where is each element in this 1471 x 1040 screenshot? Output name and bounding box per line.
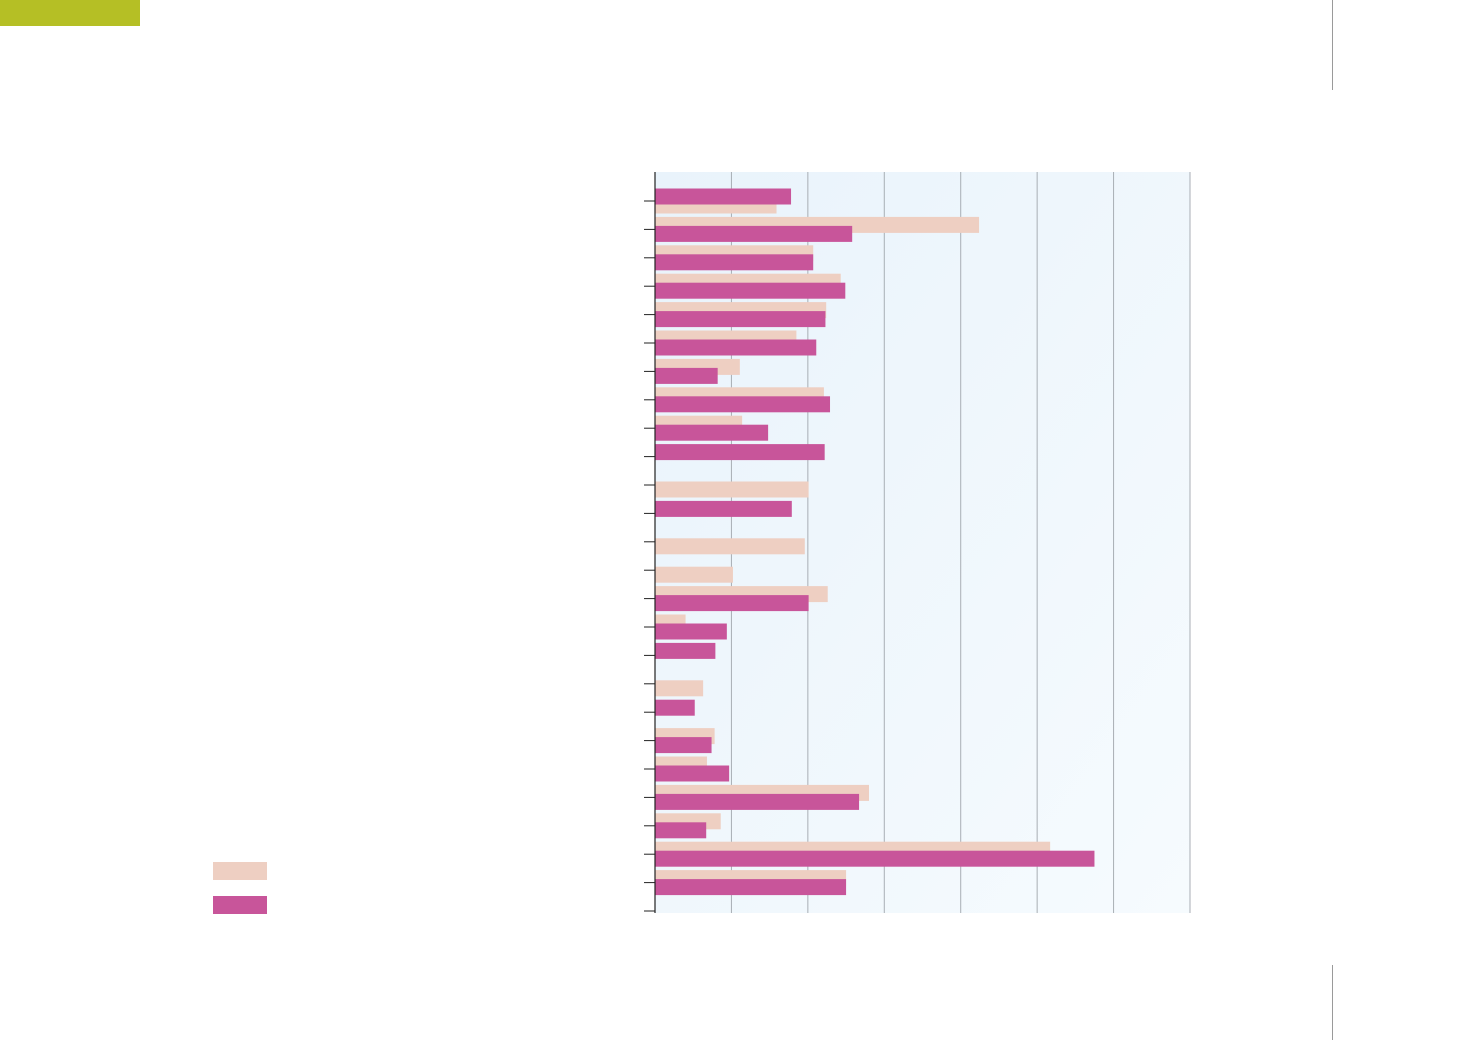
- legend-swatch-previous: [213, 862, 267, 880]
- bar-current: [655, 793, 860, 810]
- bar-current: [655, 765, 730, 782]
- bar-previous: [655, 481, 809, 498]
- bar-previous: [655, 680, 704, 697]
- bar-current: [655, 396, 831, 413]
- bar-current: [655, 282, 846, 299]
- bar-current: [655, 737, 712, 754]
- bar-current: [655, 444, 825, 461]
- bar-current: [655, 339, 817, 356]
- bar-current: [655, 822, 707, 839]
- bar-current: [655, 699, 695, 716]
- bar-current: [655, 254, 814, 271]
- section-accent-tab: [0, 0, 140, 26]
- bar-current: [655, 500, 792, 517]
- bar-current: [655, 879, 847, 896]
- bar-current: [655, 367, 718, 384]
- legend-swatch-current: [213, 896, 267, 914]
- page-margin-rule-bottom: [1332, 965, 1333, 1040]
- bar-current: [655, 850, 1095, 867]
- bar-current: [655, 311, 826, 328]
- bar-previous: [655, 538, 805, 555]
- bar-current: [655, 424, 769, 441]
- bar-previous: [655, 566, 733, 583]
- bar-current: [655, 188, 792, 205]
- page-margin-rule-top: [1332, 0, 1333, 90]
- bar-series: [655, 188, 1095, 896]
- bar-current: [655, 642, 716, 659]
- bar-current: [655, 595, 809, 612]
- y-axis: [644, 172, 656, 913]
- bar-current: [655, 623, 727, 640]
- bar-current: [655, 225, 853, 242]
